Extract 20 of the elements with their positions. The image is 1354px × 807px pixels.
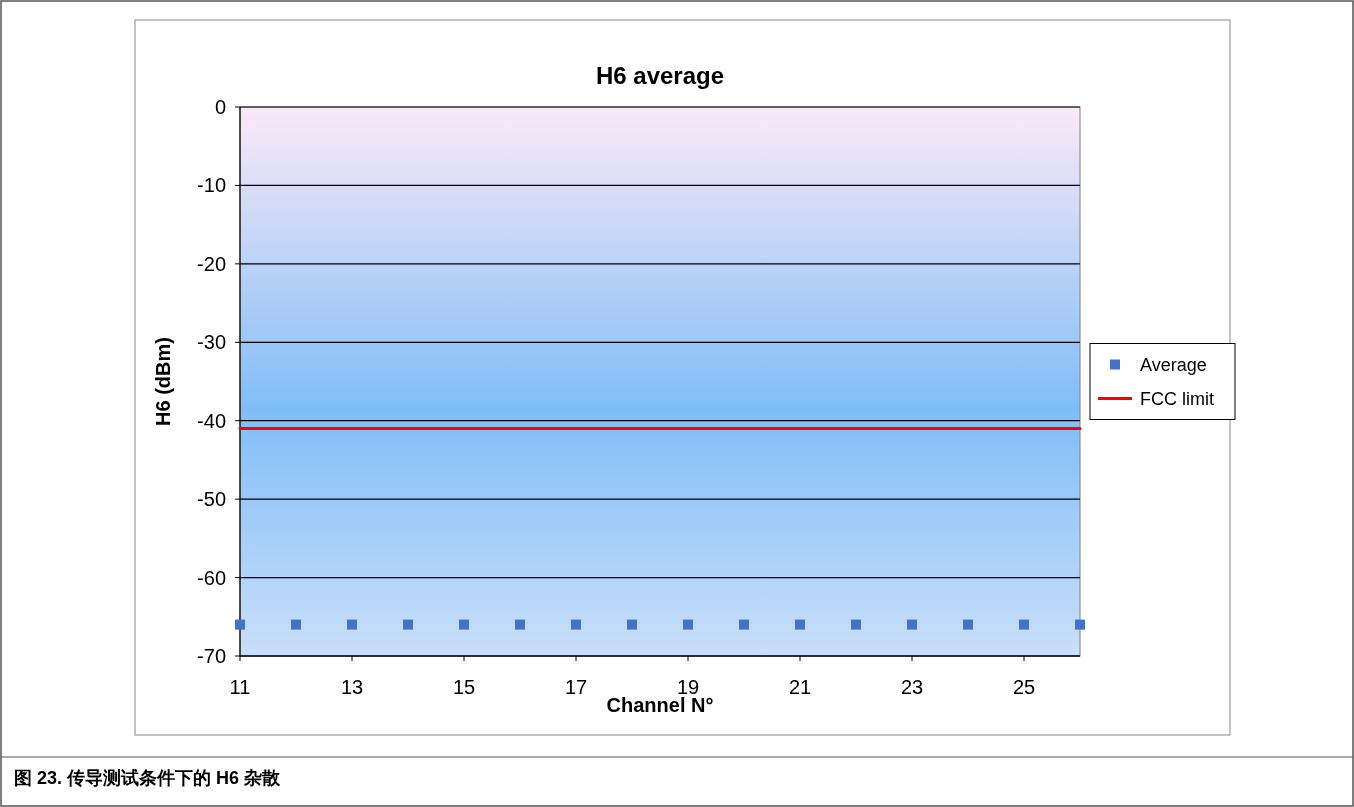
y-tick-label: -70 xyxy=(197,645,226,667)
y-tick-label: -40 xyxy=(197,409,226,432)
x-tick-label: 13 xyxy=(340,676,364,698)
y-tick-label: -30 xyxy=(197,331,226,354)
x-tick-label: 11 xyxy=(229,676,251,698)
y-tick-label: 0 xyxy=(214,96,226,118)
y-tick-label: -60 xyxy=(197,566,226,589)
y-tick-label: -50 xyxy=(197,488,226,511)
y-axis-title: H6 (dBm) xyxy=(152,337,174,426)
caption: 图 23. 传导测试条件下的 H6 杂散 xyxy=(14,768,282,788)
legend-label: FCC limit xyxy=(1140,388,1214,409)
x-tick-label: 23 xyxy=(900,676,924,698)
y-tick-label: -20 xyxy=(197,252,226,275)
x-tick-label: 25 xyxy=(1012,676,1036,698)
x-tick-label: 15 xyxy=(452,676,476,698)
x-tick-label: 21 xyxy=(788,676,812,698)
legend-label: Average xyxy=(1140,354,1207,375)
y-tick-label: -10 xyxy=(197,174,226,197)
x-tick-label: 17 xyxy=(564,676,588,698)
chart-title: H6 average xyxy=(595,62,725,89)
